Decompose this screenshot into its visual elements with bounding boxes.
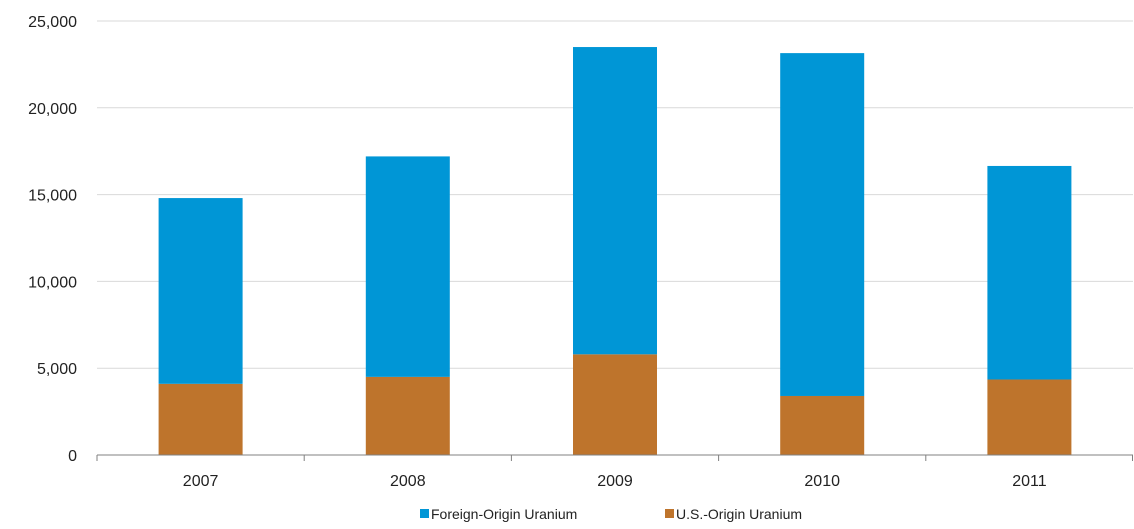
bars bbox=[158, 47, 1072, 455]
bar-2009-foreign-origin bbox=[573, 47, 657, 355]
y-tick-label: 10,000 bbox=[28, 274, 77, 291]
legend-swatch-foreign-origin bbox=[420, 509, 429, 518]
y-tick-label: 0 bbox=[68, 448, 77, 465]
legend-swatch-us-origin bbox=[665, 509, 674, 518]
bar-2011-us-origin bbox=[987, 379, 1072, 455]
y-tick-label: 25,000 bbox=[28, 14, 77, 31]
x-tick-label: 2008 bbox=[390, 473, 426, 490]
bar-2007-us-origin bbox=[158, 383, 243, 455]
x-tick-label: 2010 bbox=[804, 473, 840, 490]
legend-label-foreign-origin: Foreign-Origin Uranium bbox=[431, 506, 577, 522]
x-tick-label: 2011 bbox=[1012, 473, 1047, 490]
legend-label-us-origin: U.S.-Origin Uranium bbox=[676, 506, 802, 522]
legend: Foreign-Origin Uranium U.S.-Origin Uraniu… bbox=[420, 506, 802, 522]
y-tick-label: 5,000 bbox=[37, 361, 77, 378]
x-tick-label: 2007 bbox=[183, 473, 219, 490]
bar-2009-us-origin bbox=[573, 354, 657, 455]
x-tick-labels: 2007 2008 2009 2010 2011 bbox=[183, 473, 1047, 490]
bar-2010-foreign-origin bbox=[780, 53, 865, 396]
bar-2008-us-origin bbox=[365, 376, 450, 455]
bar-2010-us-origin bbox=[780, 395, 865, 455]
bar-2011-foreign-origin bbox=[987, 165, 1072, 380]
y-tick-label: 20,000 bbox=[28, 101, 77, 118]
axes bbox=[96, 454, 1133, 461]
y-tick-labels: 0 5,000 10,000 15,000 20,000 25,000 bbox=[28, 14, 77, 465]
x-tick-label: 2009 bbox=[597, 473, 633, 490]
bar-2007-foreign-origin bbox=[158, 198, 243, 384]
bar-2008-foreign-origin bbox=[365, 156, 450, 377]
y-tick-label: 15,000 bbox=[28, 188, 77, 205]
